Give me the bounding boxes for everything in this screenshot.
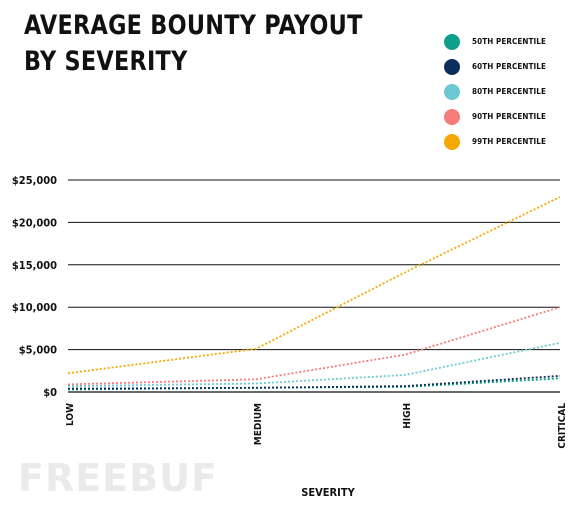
y-tick-label: $25,000 [12, 174, 57, 187]
series-line [67, 341, 561, 387]
legend-item-60th: 60TH PERCENTILE [444, 54, 546, 79]
legend-label: 60TH PERCENTILE [472, 62, 546, 71]
x-tick-label: HIGH [402, 403, 413, 429]
chart-title-line-2: BY SEVERITY [24, 46, 188, 77]
watermark: FREEBUF [18, 456, 218, 500]
y-tick-label: $10,000 [12, 301, 57, 314]
series-lines [67, 196, 561, 391]
legend-swatch [444, 58, 460, 75]
y-tick-label: $20,000 [12, 216, 57, 229]
legend-swatch [444, 133, 460, 150]
legend-label: 90TH PERCENTILE [472, 112, 546, 121]
x-axis-ticks: LOW MEDIUM HIGH CRITICAL [65, 403, 568, 449]
y-tick-label: $15,000 [12, 259, 57, 272]
legend-swatch [444, 33, 460, 50]
chart-title: AVERAGE BOUNTY PAYOUT BY SEVERITY [24, 8, 363, 80]
legend-item-50th: 50TH PERCENTILE [444, 29, 546, 54]
y-axis-ticks: $0 $5,000 $10,000 $15,000 $20,000 $25,000 [12, 174, 57, 399]
legend-item-80th: 80TH PERCENTILE [444, 79, 546, 104]
legend-label: 80TH PERCENTILE [472, 87, 546, 96]
series-line [67, 196, 561, 375]
x-tick-label: CRITICAL [557, 403, 568, 449]
x-tick-label: MEDIUM [253, 403, 264, 445]
gridlines [68, 179, 560, 393]
y-tick-label: $5,000 [19, 344, 57, 357]
y-tick-label: $0 [43, 386, 57, 399]
chart-title-line-1: AVERAGE BOUNTY PAYOUT [24, 10, 363, 41]
legend-swatch [444, 108, 460, 125]
legend-item-99th: 99TH PERCENTILE [444, 129, 546, 154]
series-line [67, 306, 561, 386]
legend-item-90th: 90TH PERCENTILE [444, 104, 546, 129]
legend-swatch [444, 83, 460, 100]
legend: 50TH PERCENTILE 60TH PERCENTILE 80TH PER… [444, 29, 546, 154]
x-axis-title: SEVERITY [301, 486, 355, 499]
x-tick-label: LOW [65, 403, 76, 426]
legend-label: 99TH PERCENTILE [472, 137, 546, 146]
legend-label: 50TH PERCENTILE [472, 37, 546, 46]
